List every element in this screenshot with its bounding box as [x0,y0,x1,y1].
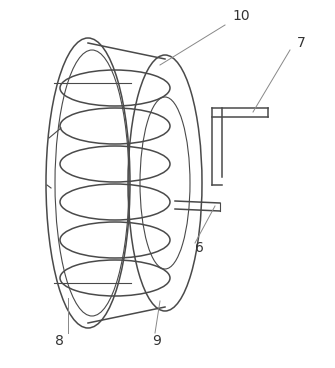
Text: 9: 9 [152,334,161,348]
Text: 8: 8 [55,334,64,348]
Text: 10: 10 [232,9,250,23]
Text: 7: 7 [297,36,306,50]
Text: 6: 6 [195,241,204,255]
